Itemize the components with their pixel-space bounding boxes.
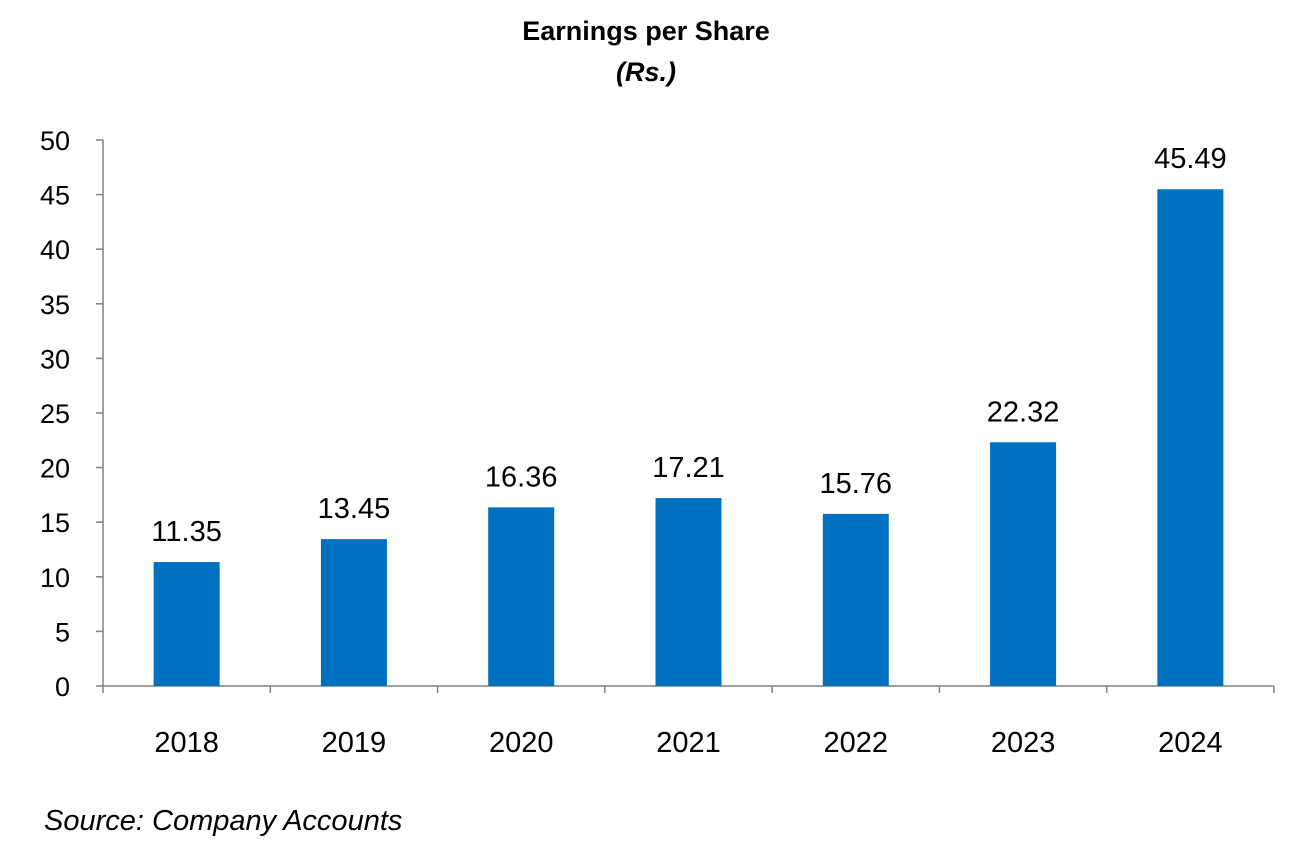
- chart-subtitle: (Rs.): [616, 57, 676, 87]
- y-tick-label: 15: [40, 508, 70, 538]
- bar: [320, 539, 387, 686]
- x-tick-label: 2020: [489, 727, 554, 759]
- data-label: 11.35: [151, 516, 221, 548]
- data-label: 22.32: [987, 396, 1060, 428]
- bar: [1157, 189, 1224, 686]
- data-labels: 11.35 13.45 16.36 17.21 15.76 22.32 45.49: [151, 143, 1226, 548]
- x-tick-label: 2018: [154, 727, 219, 759]
- source-note: Source: Company Accounts: [44, 805, 403, 837]
- y-tick-label: 0: [55, 672, 70, 702]
- bars: [153, 189, 1224, 686]
- bar: [488, 507, 555, 686]
- chart-title: Earnings per Share: [522, 16, 770, 46]
- x-tick-label: 2022: [824, 727, 889, 759]
- y-tick-label: 25: [40, 399, 70, 429]
- y-tick-label: 45: [40, 181, 70, 211]
- data-label: 15.76: [819, 468, 892, 500]
- x-tick-label: 2023: [991, 727, 1056, 759]
- y-tick-label: 20: [40, 454, 70, 484]
- y-tick-label: 10: [40, 563, 70, 593]
- x-tick-label: 2019: [322, 727, 387, 759]
- x-tick-label: 2021: [656, 727, 721, 759]
- x-axis: 2018 2019 2020 2021 2022 2023 2024: [102, 685, 1275, 759]
- data-label: 13.45: [318, 493, 391, 525]
- data-label: 16.36: [485, 461, 558, 493]
- bar: [822, 513, 889, 686]
- bar: [990, 442, 1057, 686]
- y-tick-label: 30: [40, 344, 70, 374]
- bar: [153, 562, 220, 686]
- y-tick-label: 40: [40, 235, 70, 265]
- y-axis: 0 5 10 15 20 25 30 35 40 45 50: [40, 126, 104, 702]
- y-tick-label: 35: [40, 290, 70, 320]
- y-tick-label: 5: [55, 617, 70, 647]
- x-tick-label: 2024: [1158, 727, 1223, 759]
- bar: [655, 498, 722, 686]
- data-label: 17.21: [652, 452, 725, 484]
- data-label: 45.49: [1154, 143, 1227, 175]
- y-tick-label: 50: [40, 126, 70, 156]
